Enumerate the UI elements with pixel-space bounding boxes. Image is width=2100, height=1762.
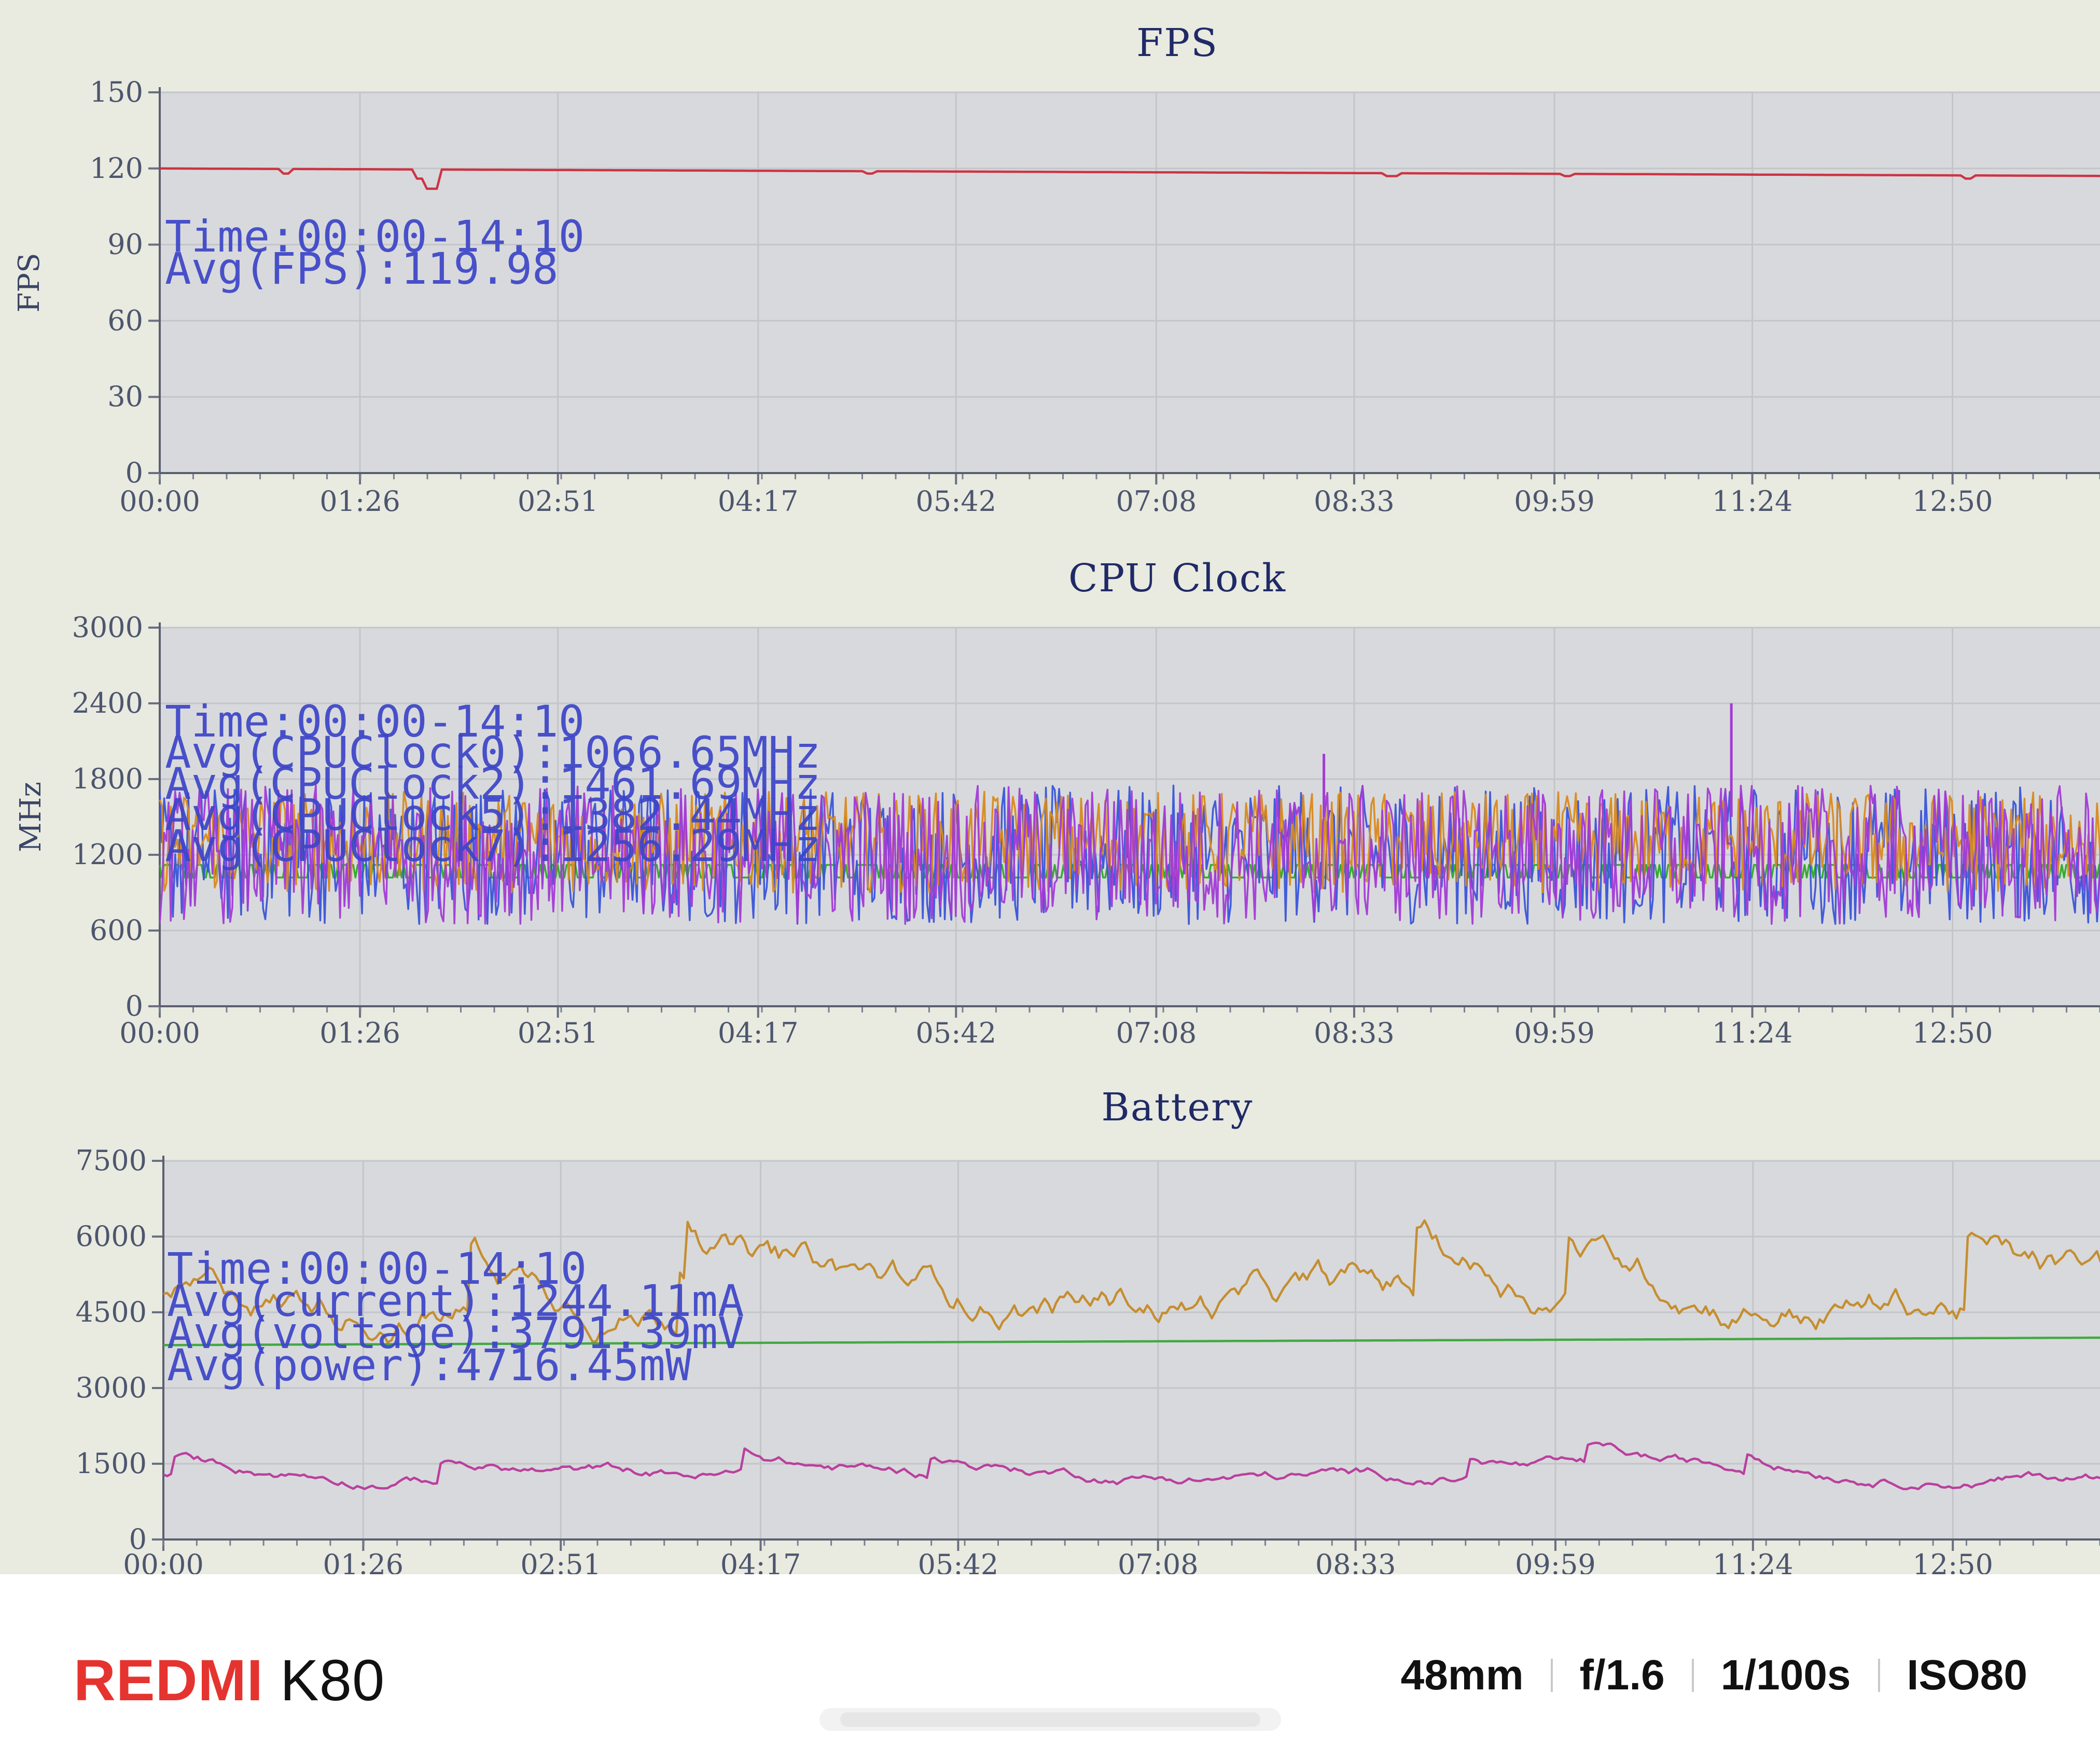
camera-watermark-footer: REDMI K80 48mm f/1.6 1/100s ISO80 — [0, 1574, 2100, 1762]
camera-specs: 48mm f/1.6 1/100s ISO80 — [1401, 1651, 2027, 1700]
y-tick-label: 0 — [126, 990, 143, 1022]
x-tick-label: 07:08 — [1116, 1017, 1197, 1049]
y-tick-label: 60 — [107, 304, 143, 337]
y-tick-label: 6000 — [76, 1220, 147, 1253]
y-tick-label: 7500 — [76, 1144, 147, 1177]
x-tick-label: 00:00 — [123, 1548, 204, 1574]
spec-shutter: 1/100s — [1720, 1652, 1851, 1699]
series-line-2 — [163, 1336, 2100, 1347]
brand-model: K80 — [280, 1648, 385, 1713]
y-tick-label: 1800 — [72, 762, 143, 795]
spec-divider — [1878, 1659, 1880, 1692]
plot-area — [160, 92, 2100, 473]
y-tick-label: 2400 — [72, 687, 143, 719]
annotation-text: Avg(FPS):119.98 — [165, 243, 559, 294]
y-tick-label: 1500 — [76, 1447, 147, 1480]
series-line-3 — [159, 790, 2100, 894]
spec-divider — [1691, 1659, 1694, 1692]
x-tick-label: 11:24 — [1712, 485, 1793, 518]
x-tick-label: 01:26 — [323, 1548, 404, 1574]
spec-focal-length: 48mm — [1400, 1652, 1524, 1699]
brand-logo: REDMI K80 — [74, 1647, 385, 1714]
x-tick-label: 04:17 — [718, 485, 799, 518]
x-tick-label: 08:33 — [1315, 1548, 1396, 1574]
chart-title: Battery — [1102, 1085, 1254, 1130]
x-tick-label: 09:59 — [1515, 1548, 1596, 1574]
y-tick-label: 600 — [90, 914, 143, 947]
spec-aperture: f/1.6 — [1579, 1652, 1665, 1699]
x-tick-label: 11:24 — [1713, 1548, 1793, 1574]
x-tick-label: 00:00 — [119, 485, 200, 518]
x-tick-label: 01:26 — [319, 485, 400, 518]
x-tick-label: 00:00 — [119, 1017, 200, 1049]
chart-photo: 150 120 90 60 30 0 00:00 01:26 02:51 04:17 05:42 07… — [12, 21, 2100, 1574]
x-tick-label: 05:42 — [915, 485, 996, 518]
annotation-text: Time:00:00-14:10 — [165, 696, 585, 747]
y-axis-label: FPS — [12, 253, 46, 313]
annotation-text: Avg(voltage):3791.39mV — [167, 1308, 744, 1358]
y-tick-label: 90 — [107, 228, 143, 261]
annotation-text: Avg(CPUClock2):1461.69MHz — [165, 758, 820, 809]
series-line-4 — [159, 784, 2100, 925]
chart-1: 150 120 90 60 30 000:00 01:26 02:51 04:17 05:42 07… — [12, 21, 2100, 518]
x-tick-label: 09:59 — [1514, 485, 1595, 518]
series-line-1 — [160, 167, 2100, 190]
chart-title: FPS — [1136, 21, 1218, 65]
x-tick-label: 07:08 — [1116, 485, 1197, 518]
x-tick-label: 02:51 — [518, 1017, 599, 1049]
x-tick-label: 02:51 — [518, 485, 599, 518]
annotation-text: Avg(CPUClock7):1256.29MHz — [165, 821, 820, 871]
annotation-text: Time:00:00-14:10 — [167, 1243, 587, 1294]
x-tick-label: 05:42 — [915, 1017, 996, 1049]
spec-iso: ISO80 — [1907, 1652, 2027, 1699]
chart-2: 3000 2400 1800 1200 600 000:00 01:26 02:51 04:17… — [14, 556, 2100, 1049]
x-tick-label: 05:42 — [918, 1548, 999, 1574]
y-tick-label: 150 — [90, 76, 143, 108]
y-tick-label: 120 — [90, 152, 143, 185]
x-tick-label: 04:17 — [718, 1017, 799, 1049]
x-tick-label: 02:51 — [520, 1548, 601, 1574]
x-tick-label: 11:24 — [1712, 1017, 1793, 1049]
chart-title: CPU Clock — [1068, 556, 1286, 601]
x-tick-label: 12:50 — [1912, 485, 1993, 518]
x-tick-label: 08:33 — [1314, 1017, 1395, 1049]
chart-3: 7500 6000 4500 3000 1500 000:00 01:26 02:51 04:1… — [76, 1085, 2100, 1574]
home-indicator-icon — [819, 1708, 1281, 1731]
y-tick-label: 0 — [126, 456, 143, 489]
annotation-text: Avg(power):4716.45mW — [167, 1340, 692, 1391]
y-tick-label: 4500 — [76, 1296, 147, 1328]
series-line-3 — [163, 1441, 2100, 1490]
brand-name: REDMI — [74, 1648, 263, 1713]
annotation-text: Avg(CPUClock0):1066.65MHz — [165, 727, 820, 778]
y-tick-label: 30 — [107, 380, 143, 413]
x-tick-label: 01:26 — [319, 1017, 400, 1049]
x-tick-label: 07:08 — [1118, 1548, 1199, 1574]
series-line-1 — [163, 1219, 2100, 1343]
annotation-text: Avg(CPUClock5):1382.44MHz — [165, 789, 820, 840]
x-tick-label: 04:17 — [720, 1548, 801, 1574]
x-tick-label: 12:50 — [1912, 1548, 1993, 1574]
x-tick-label: 08:33 — [1314, 485, 1395, 518]
x-tick-label: 09:59 — [1514, 1017, 1595, 1049]
annotation-text: Time:00:00-14:10 — [165, 211, 585, 262]
y-tick-label: 3000 — [76, 1371, 147, 1404]
y-axis-label: MHz — [14, 782, 48, 852]
x-tick-label: 12:50 — [1912, 1017, 1993, 1049]
y-tick-label: 0 — [129, 1523, 147, 1556]
y-tick-label: 1200 — [72, 838, 143, 871]
annotation-text: Avg(current):1244.11mA — [167, 1275, 744, 1326]
spec-divider — [1550, 1659, 1553, 1692]
y-tick-label: 3000 — [72, 611, 143, 644]
